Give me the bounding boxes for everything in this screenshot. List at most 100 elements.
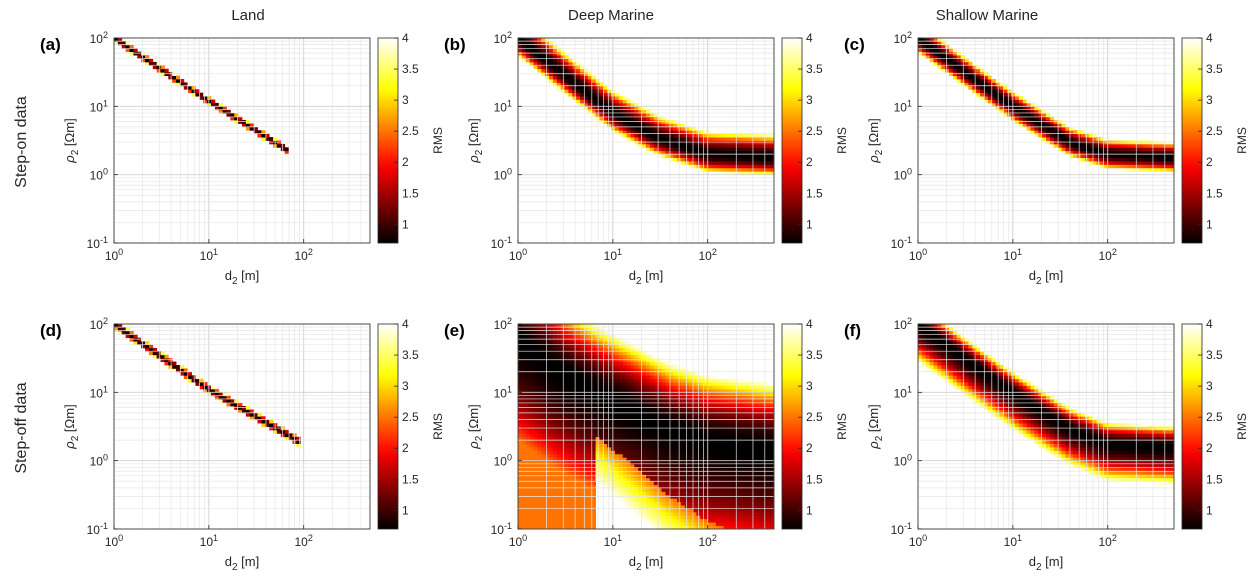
- heatmap-cell: [195, 92, 200, 97]
- heatmap-cell: [564, 371, 569, 376]
- heatmap-cell: [649, 392, 655, 397]
- heatmap-cell: [549, 453, 554, 458]
- heatmap-cell: [742, 399, 748, 403]
- heatmap-cell: [704, 508, 709, 513]
- heatmap-cell: [529, 385, 534, 390]
- heatmap-cell: [727, 171, 732, 176]
- heatmap-cell: [560, 450, 565, 455]
- heatmap-cell: [661, 522, 666, 526]
- heatmap-cell: [549, 44, 554, 49]
- heatmap-cell: [646, 361, 651, 366]
- heatmap-cell: [746, 522, 752, 526]
- heatmap-cell: [525, 58, 531, 63]
- heatmap-cell: [183, 85, 189, 90]
- heatmap-cell: [537, 378, 542, 383]
- heatmap-cell: [525, 395, 531, 400]
- heatmap-cell: [715, 470, 721, 475]
- heatmap-cell: [537, 460, 542, 465]
- heatmap-cell: [688, 161, 693, 165]
- heatmap-cell: [234, 120, 239, 124]
- colorbar-tick-label: 4: [402, 317, 409, 331]
- heatmap-cell: [572, 75, 577, 80]
- heatmap-cell: [692, 505, 697, 509]
- heatmap-cell: [657, 423, 662, 427]
- heatmap-cell: [700, 460, 705, 465]
- column-title: Land: [231, 7, 264, 24]
- heatmap-cell: [669, 484, 674, 489]
- heatmap-cell: [587, 75, 593, 80]
- heatmap-cell: [638, 433, 643, 438]
- heatmap-cell: [533, 429, 538, 434]
- colorbar-tick-label: 1: [402, 503, 409, 517]
- heatmap-cell: [595, 96, 600, 100]
- heatmap-cell: [669, 126, 674, 131]
- heatmap-cell: [560, 416, 565, 421]
- heatmap-cell: [708, 161, 713, 165]
- heatmap-cell: [634, 470, 639, 475]
- colorbar-tick-label: 3.5: [402, 62, 419, 76]
- heatmap-cell: [549, 412, 554, 417]
- heatmap-cell: [638, 484, 643, 489]
- heatmap-cell: [766, 167, 771, 172]
- heatmap-cell: [595, 344, 600, 349]
- heatmap-cell: [634, 467, 639, 472]
- heatmap-cell: [587, 508, 593, 513]
- heatmap-cell: [665, 123, 670, 128]
- heatmap-cell: [595, 409, 600, 414]
- heatmap-cell: [739, 522, 744, 526]
- heatmap-cell: [222, 113, 227, 117]
- heatmap-cell: [595, 82, 600, 87]
- heatmap-cell: [634, 399, 639, 403]
- heatmap-cell: [556, 51, 562, 56]
- heatmap-cell: [580, 460, 585, 465]
- heatmap-cell: [983, 79, 989, 83]
- heatmap-cell: [657, 515, 662, 520]
- heatmap-cell: [742, 457, 748, 462]
- heatmap-cell: [692, 433, 697, 438]
- heatmap-cell: [595, 416, 600, 421]
- heatmap-cell: [711, 518, 717, 523]
- heatmap-cell: [1073, 143, 1078, 148]
- heatmap-cell: [576, 416, 581, 421]
- heatmap-cell: [657, 488, 662, 492]
- heatmap-cell: [549, 327, 554, 332]
- heatmap-cell: [1049, 137, 1055, 141]
- heatmap-cell: [742, 467, 748, 472]
- heatmap-cell: [653, 525, 659, 530]
- heatmap-cell: [727, 464, 732, 468]
- heatmap-cell: [657, 416, 662, 421]
- y-axis-label: ρ2 [Ωm]: [466, 118, 485, 163]
- heatmap-cell: [580, 467, 585, 472]
- heatmap-cell: [657, 137, 662, 141]
- heatmap-cell: [626, 375, 631, 380]
- heatmap-cell: [587, 402, 593, 407]
- heatmap-cell: [665, 518, 670, 523]
- heatmap-cell: [607, 440, 612, 444]
- heatmap-cell: [556, 518, 562, 523]
- heatmap-cell: [727, 467, 732, 472]
- heatmap-cell: [1038, 116, 1043, 121]
- heatmap-cell: [533, 347, 538, 352]
- heatmap-cell: [560, 505, 565, 509]
- heatmap-cell: [661, 488, 666, 492]
- heatmap-cell: [587, 525, 593, 530]
- heatmap-cell: [673, 477, 678, 482]
- heatmap-cell: [529, 65, 534, 70]
- heatmap-cell: [715, 467, 721, 472]
- heatmap-cell: [556, 347, 562, 352]
- heatmap-cell: [572, 409, 577, 414]
- heatmap-cell: [572, 508, 577, 513]
- heatmap-cell: [137, 51, 142, 56]
- heatmap-cell: [731, 161, 736, 165]
- heatmap-cell: [210, 388, 216, 393]
- heatmap-cell: [649, 133, 655, 138]
- heatmap-cell: [630, 491, 635, 496]
- heatmap-cell: [692, 388, 697, 393]
- colorbar-tick-label: 2.5: [1206, 124, 1223, 138]
- colorbar-tick-label: 2.5: [402, 410, 419, 424]
- heatmap-cell: [770, 137, 775, 141]
- heatmap-cell: [525, 515, 531, 520]
- heatmap-cell: [583, 522, 589, 526]
